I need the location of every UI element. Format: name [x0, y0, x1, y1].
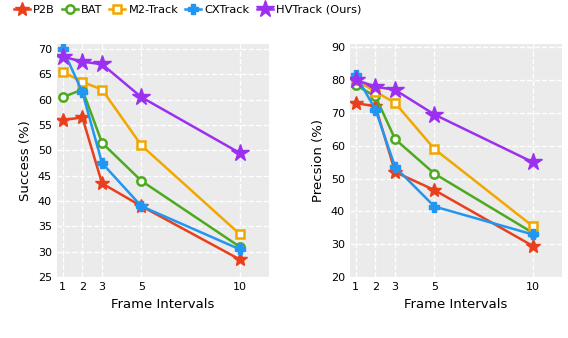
Y-axis label: Success (%): Success (%): [19, 120, 32, 201]
X-axis label: Frame Intervals: Frame Intervals: [111, 297, 215, 311]
Y-axis label: Precsion (%): Precsion (%): [312, 119, 325, 202]
X-axis label: Frame Intervals: Frame Intervals: [404, 297, 508, 311]
Legend: P2B, BAT, M2-Track, CXTrack, HVTrack (Ours): P2B, BAT, M2-Track, CXTrack, HVTrack (Ou…: [11, 2, 364, 17]
